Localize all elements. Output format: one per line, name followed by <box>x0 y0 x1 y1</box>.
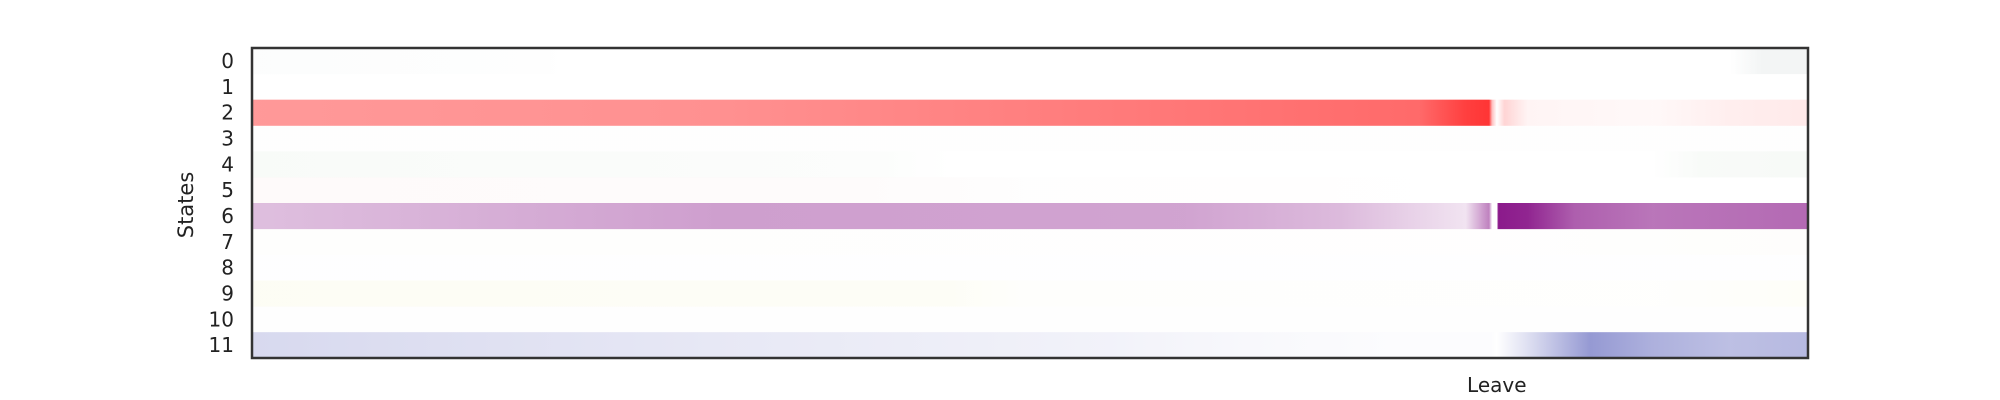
y-tick-label-5: 5 <box>221 178 234 202</box>
heatmap-row-state-3 <box>252 125 1808 152</box>
heatmap-row-state-10 <box>252 306 1808 333</box>
y-tick-label-0: 0 <box>221 49 234 73</box>
heatmap-rows <box>252 48 1808 359</box>
y-tick-label-4: 4 <box>221 152 234 176</box>
y-axis-label: States <box>174 172 198 239</box>
y-tick-label-7: 7 <box>221 230 234 254</box>
y-tick-label-11: 11 <box>209 333 234 357</box>
heatmap-row-state-6 <box>252 203 1808 230</box>
heatmap-row-state-5 <box>252 177 1808 204</box>
plot-frame <box>250 46 1810 360</box>
y-tick-label-6: 6 <box>221 204 234 228</box>
y-tick-label-8: 8 <box>221 256 234 280</box>
heatmap-row-state-0 <box>252 48 1808 75</box>
y-tick-label-3: 3 <box>221 126 234 150</box>
heatmap-row-state-7 <box>252 228 1808 255</box>
y-tick-label-2: 2 <box>221 101 234 125</box>
y-tick-label-9: 9 <box>221 281 234 305</box>
heatmap-row-state-1 <box>252 73 1808 100</box>
y-tick-label-1: 1 <box>221 75 234 99</box>
heatmap-row-state-2 <box>252 99 1808 126</box>
y-tick-label-10: 10 <box>209 307 234 331</box>
x-tick-label-0: Leave <box>1467 373 1527 397</box>
heatmap-row-state-4 <box>252 151 1808 178</box>
heatmap-row-state-9 <box>252 280 1808 307</box>
x-tick-labels: Leave <box>1467 373 1527 397</box>
heatmap-row-state-8 <box>252 254 1808 281</box>
heatmap-row-state-11 <box>252 332 1808 359</box>
